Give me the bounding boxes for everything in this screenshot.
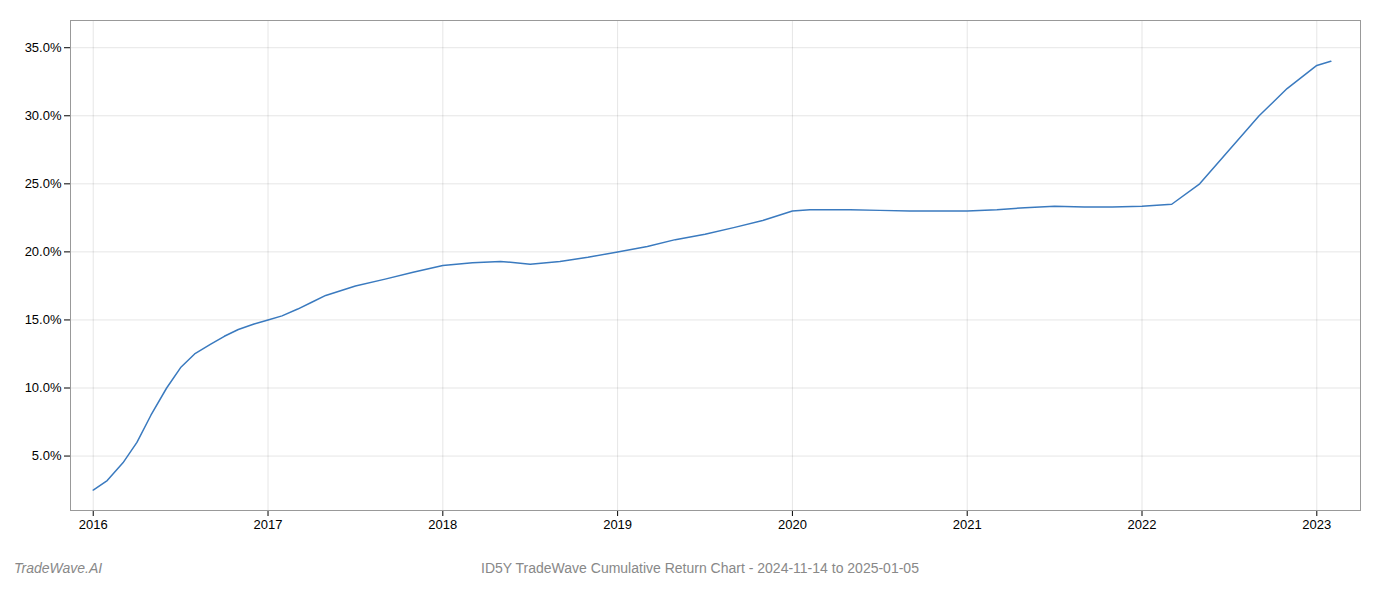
svg-text:25.0%: 25.0% [25,176,62,191]
svg-text:10.0%: 10.0% [25,380,62,395]
svg-text:35.0%: 35.0% [25,40,62,55]
svg-text:2022: 2022 [1128,517,1157,532]
svg-text:2023: 2023 [1302,517,1331,532]
svg-text:30.0%: 30.0% [25,108,62,123]
html-text:TradeWave.AI: TradeWave.AI [14,560,103,576]
html-text:ID5Y TradeWave Cumulative Retu: ID5Y TradeWave Cumulative Return Chart -… [481,560,919,576]
svg-text:2020: 2020 [778,517,807,532]
svg-text:2017: 2017 [254,517,283,532]
svg-text:2019: 2019 [603,517,632,532]
svg-text:15.0%: 15.0% [25,312,62,327]
svg-text:5.0%: 5.0% [32,448,62,463]
svg-text:2018: 2018 [428,517,457,532]
svg-text:2016: 2016 [79,517,108,532]
svg-text:20.0%: 20.0% [25,244,62,259]
svg-text:2021: 2021 [953,517,982,532]
